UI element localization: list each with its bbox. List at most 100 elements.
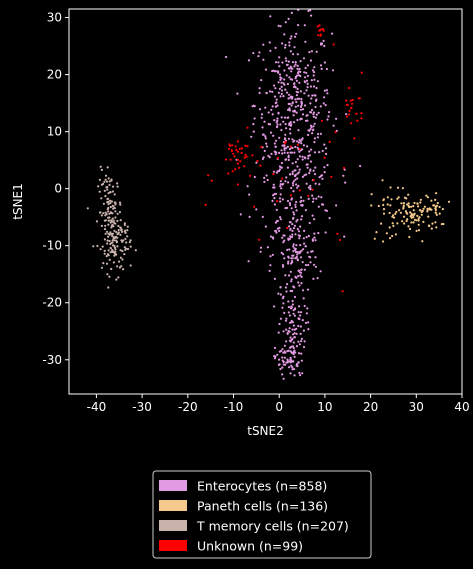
data-point bbox=[290, 11, 293, 14]
data-point bbox=[284, 319, 288, 322]
data-point bbox=[290, 207, 293, 210]
data-point bbox=[307, 321, 310, 324]
data-point bbox=[303, 174, 306, 177]
data-point bbox=[291, 102, 294, 105]
data-point bbox=[278, 65, 281, 68]
data-point bbox=[106, 166, 109, 169]
data-point bbox=[113, 193, 116, 196]
data-point bbox=[106, 201, 109, 204]
data-point bbox=[104, 174, 108, 177]
data-point bbox=[291, 67, 294, 70]
x-tick-label: -10 bbox=[224, 400, 244, 414]
data-point bbox=[312, 71, 316, 74]
data-point bbox=[284, 351, 287, 354]
data-point bbox=[287, 116, 290, 119]
data-point bbox=[282, 82, 285, 85]
data-point bbox=[288, 360, 292, 363]
data-point bbox=[291, 261, 294, 264]
data-point bbox=[355, 112, 358, 115]
data-point bbox=[336, 232, 339, 235]
data-point bbox=[325, 67, 328, 71]
data-point bbox=[418, 216, 421, 219]
x-tick-label: 0 bbox=[275, 400, 283, 414]
data-point bbox=[300, 282, 303, 285]
data-point bbox=[351, 98, 354, 102]
data-point bbox=[113, 229, 116, 232]
data-point bbox=[313, 78, 316, 81]
data-point bbox=[310, 148, 313, 151]
data-point bbox=[281, 373, 284, 376]
data-point bbox=[252, 123, 255, 126]
data-point bbox=[309, 128, 312, 131]
data-point bbox=[330, 175, 333, 178]
data-point bbox=[299, 90, 302, 93]
data-point bbox=[260, 145, 263, 148]
data-point bbox=[319, 270, 322, 273]
data-point bbox=[288, 248, 291, 251]
data-point bbox=[119, 203, 122, 206]
data-point bbox=[294, 257, 297, 260]
data-point bbox=[312, 74, 315, 77]
data-point bbox=[297, 352, 301, 355]
data-point bbox=[295, 244, 298, 247]
data-point bbox=[282, 95, 285, 98]
data-point bbox=[291, 61, 295, 64]
legend-label: Unknown (n=99) bbox=[197, 539, 303, 554]
data-point bbox=[302, 237, 305, 240]
data-point bbox=[283, 257, 286, 260]
data-point bbox=[299, 332, 302, 335]
data-point bbox=[101, 245, 104, 248]
data-point bbox=[299, 70, 302, 73]
data-point bbox=[290, 35, 293, 38]
y-tick-label: 10 bbox=[47, 125, 62, 139]
data-point bbox=[287, 156, 290, 159]
data-point bbox=[109, 247, 112, 250]
data-point bbox=[289, 65, 292, 68]
data-point bbox=[304, 66, 307, 70]
data-point bbox=[360, 112, 363, 115]
data-point bbox=[297, 184, 300, 187]
data-point bbox=[291, 254, 294, 257]
data-point bbox=[286, 226, 289, 230]
data-point bbox=[289, 132, 292, 135]
data-point bbox=[287, 225, 291, 228]
data-point bbox=[382, 203, 385, 207]
data-point bbox=[293, 224, 296, 227]
data-point bbox=[115, 278, 118, 281]
data-point bbox=[301, 289, 305, 292]
data-point bbox=[284, 363, 287, 366]
data-point bbox=[285, 340, 288, 343]
data-point bbox=[109, 202, 112, 205]
data-point bbox=[282, 360, 285, 364]
data-point bbox=[316, 25, 319, 28]
data-point bbox=[255, 161, 258, 164]
data-point bbox=[103, 249, 106, 252]
data-point bbox=[298, 343, 301, 346]
data-point bbox=[285, 127, 288, 130]
data-point bbox=[309, 184, 312, 187]
data-point bbox=[278, 350, 281, 353]
data-point bbox=[294, 86, 297, 89]
x-tick-label: -30 bbox=[132, 400, 152, 414]
data-point bbox=[276, 200, 279, 203]
data-point bbox=[115, 239, 118, 242]
data-point bbox=[293, 328, 296, 331]
data-point bbox=[107, 177, 110, 180]
data-point bbox=[410, 205, 413, 208]
data-point bbox=[323, 171, 326, 174]
data-point bbox=[289, 203, 292, 207]
data-point bbox=[313, 137, 316, 140]
data-point bbox=[309, 85, 312, 88]
data-point bbox=[389, 186, 392, 189]
data-point bbox=[397, 196, 400, 199]
legend-label: Paneth cells (n=136) bbox=[197, 499, 328, 514]
data-point bbox=[284, 133, 287, 136]
data-point bbox=[303, 229, 306, 232]
data-point bbox=[312, 197, 315, 200]
data-point bbox=[284, 286, 287, 289]
data-point bbox=[92, 245, 95, 248]
data-point bbox=[298, 147, 301, 151]
data-point bbox=[273, 346, 277, 349]
data-point bbox=[274, 153, 277, 156]
data-point bbox=[279, 293, 282, 296]
